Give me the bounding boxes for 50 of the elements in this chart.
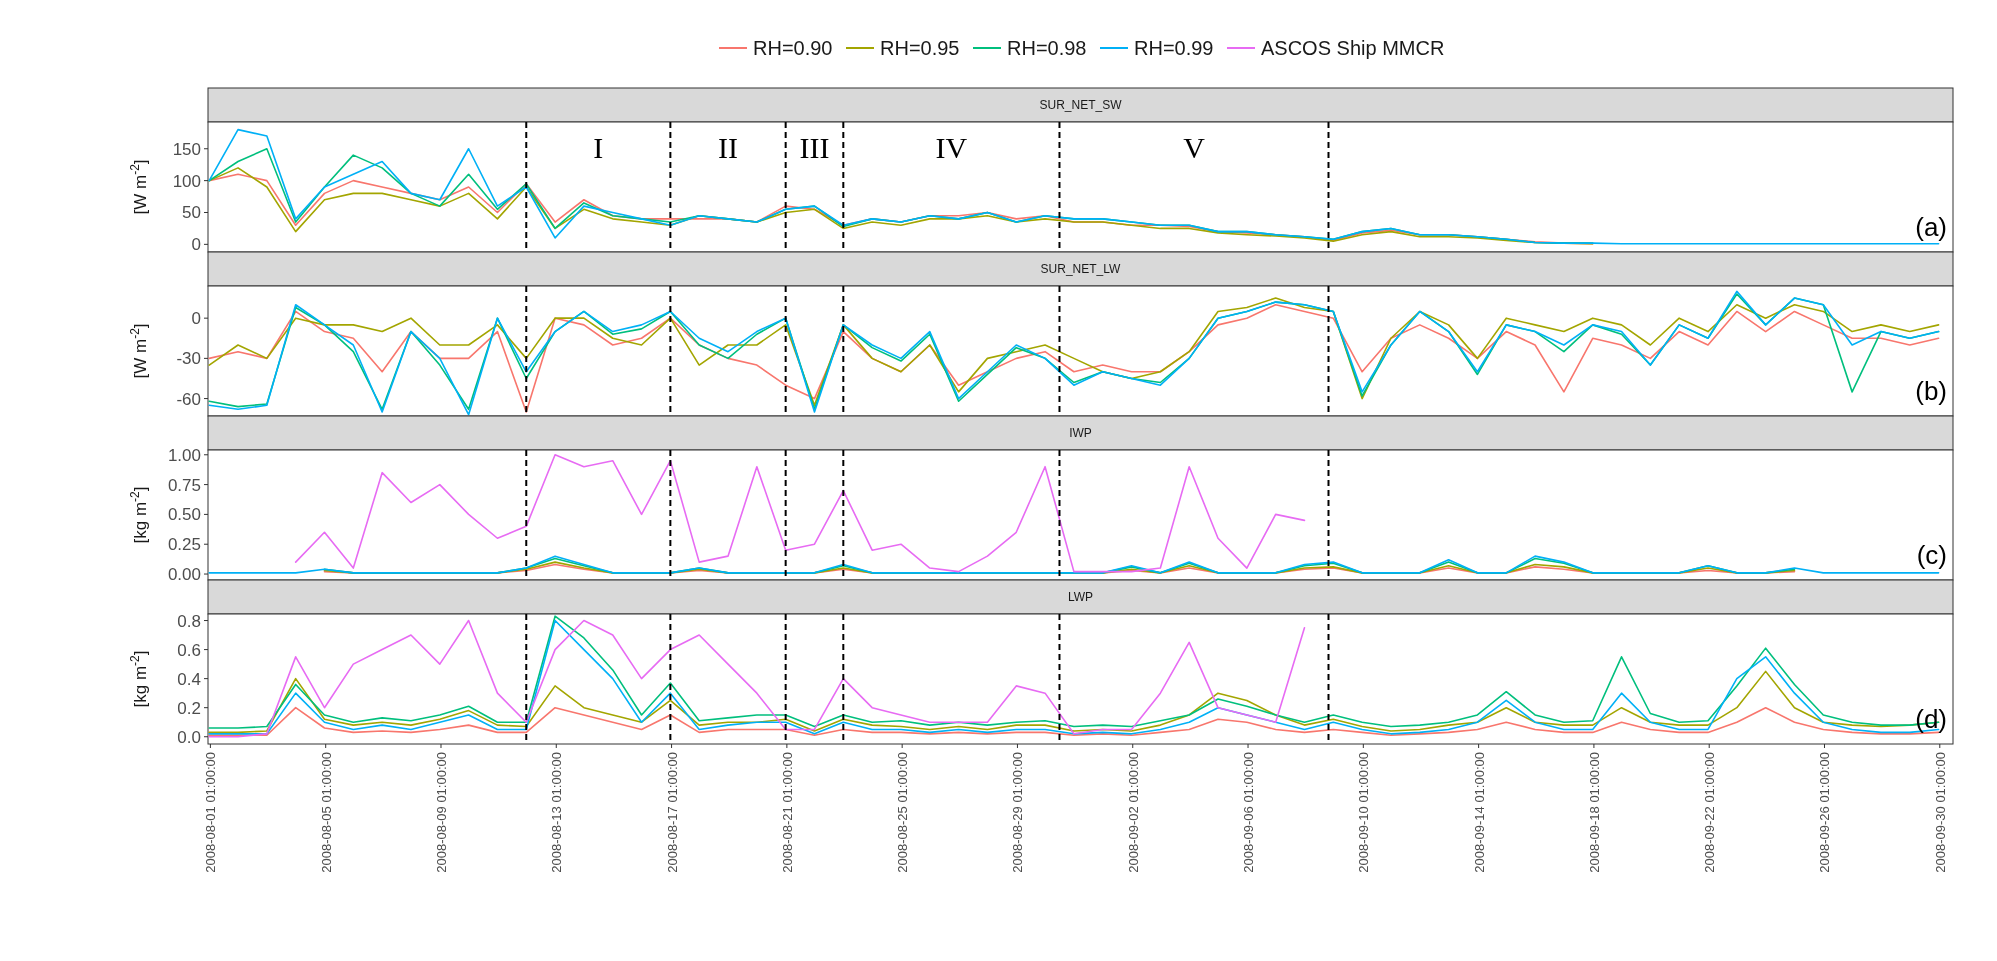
x-tick-label: 2008-08-01 01:00:00 bbox=[203, 752, 219, 873]
chart-title: LWP bbox=[1067, 590, 1094, 604]
annotation: I bbox=[593, 131, 604, 164]
y-tick-label: 50 bbox=[182, 203, 201, 223]
legend-label: RH=0.95 bbox=[880, 37, 960, 59]
x-tick-label: 2008-09-10 01:00:00 bbox=[1356, 752, 1372, 873]
x-tick-label: 2008-08-29 01:00:00 bbox=[1010, 752, 1026, 873]
x-tick-label: 2008-08-25 01:00:00 bbox=[895, 752, 911, 873]
y-tick-label: 0 bbox=[191, 235, 201, 255]
annotation: (a) bbox=[1915, 212, 1947, 242]
x-tick-label: 2008-09-18 01:00:00 bbox=[1586, 752, 1602, 873]
annotation: III bbox=[799, 131, 830, 164]
y-tick-label: 0.2 bbox=[177, 698, 201, 718]
x-tick-label: 2008-09-14 01:00:00 bbox=[1471, 752, 1487, 873]
y-tick-label: 0.75 bbox=[167, 475, 201, 495]
chart-title: SUR_NET_SW bbox=[1039, 98, 1123, 112]
x-tick-label: 2008-09-02 01:00:00 bbox=[1125, 752, 1141, 873]
annotation: (b) bbox=[1915, 376, 1947, 406]
x-tick-label: 2008-08-13 01:00:00 bbox=[549, 752, 565, 873]
legend-label: RH=0.99 bbox=[1134, 37, 1214, 59]
annotation: (c) bbox=[1916, 540, 1947, 570]
y-tick-label: 0.4 bbox=[177, 669, 201, 689]
x-tick-label: 2008-09-22 01:00:00 bbox=[1702, 752, 1718, 873]
x-tick-label: 2008-09-26 01:00:00 bbox=[1817, 752, 1833, 873]
y-tick-label: 0 bbox=[191, 309, 201, 329]
y-tick-label: 0.50 bbox=[167, 505, 201, 525]
y-tick-label: 0.00 bbox=[167, 565, 201, 585]
y-tick-label: 150 bbox=[172, 139, 201, 159]
x-tick-label: 2008-08-09 01:00:00 bbox=[433, 752, 449, 873]
x-tick-label: 2008-08-17 01:00:00 bbox=[664, 752, 680, 873]
y-tick-label: 0.6 bbox=[177, 640, 201, 660]
annotation: V bbox=[1183, 131, 1206, 164]
x-tick-label: 2008-08-05 01:00:00 bbox=[318, 752, 334, 873]
chart-title: SUR_NET_LW bbox=[1040, 262, 1122, 276]
y-tick-label: -60 bbox=[176, 389, 201, 409]
annotation: IV bbox=[935, 131, 968, 164]
legend-label: RH=0.90 bbox=[753, 37, 833, 59]
annotation: II bbox=[718, 131, 739, 164]
y-tick-label: 1.00 bbox=[167, 445, 201, 465]
legend-label: RH=0.98 bbox=[1007, 37, 1087, 59]
chart-title: IWP bbox=[1069, 426, 1092, 440]
y-tick-label: 0.0 bbox=[177, 727, 201, 747]
x-tick-label: 2008-09-30 01:00:00 bbox=[1932, 752, 1948, 873]
y-tick-label: 100 bbox=[172, 171, 201, 191]
y-tick-label: 0.8 bbox=[177, 611, 201, 631]
y-tick-label: 0.25 bbox=[167, 535, 201, 555]
y-tick-label: -30 bbox=[176, 349, 201, 369]
x-tick-label: 2008-09-06 01:00:00 bbox=[1241, 752, 1257, 873]
legend-label: ASCOS Ship MMCR bbox=[1261, 37, 1445, 59]
x-tick-label: 2008-08-21 01:00:00 bbox=[779, 752, 795, 873]
